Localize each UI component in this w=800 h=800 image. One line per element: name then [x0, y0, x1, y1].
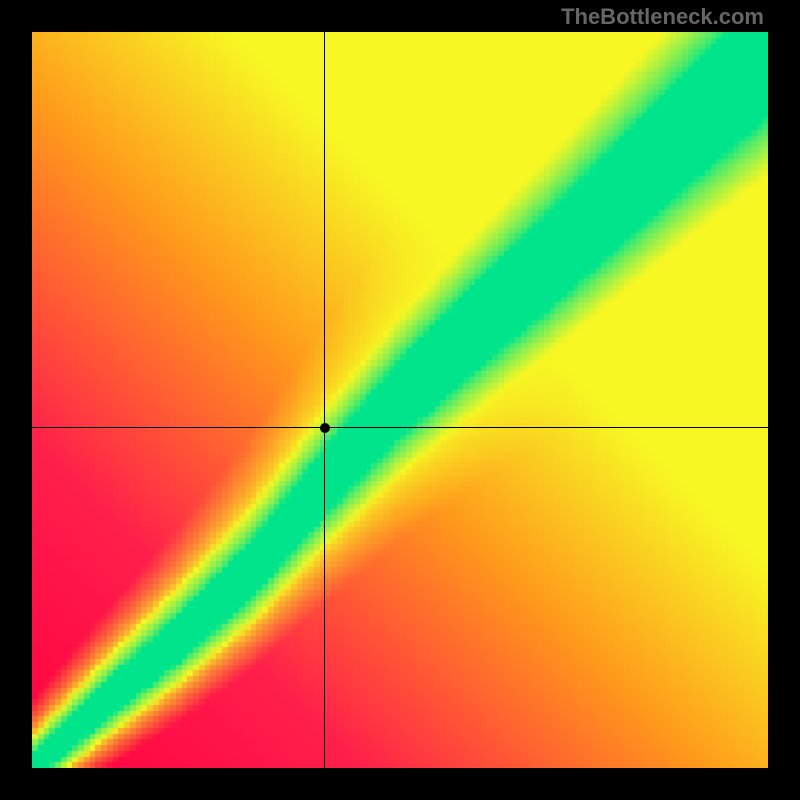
crosshair-horizontal	[32, 427, 768, 428]
crosshair-vertical	[324, 32, 325, 768]
heatmap-canvas	[32, 32, 768, 768]
heatmap-plot	[32, 32, 768, 768]
watermark-text: TheBottleneck.com	[561, 4, 764, 30]
crosshair-marker	[320, 423, 330, 433]
